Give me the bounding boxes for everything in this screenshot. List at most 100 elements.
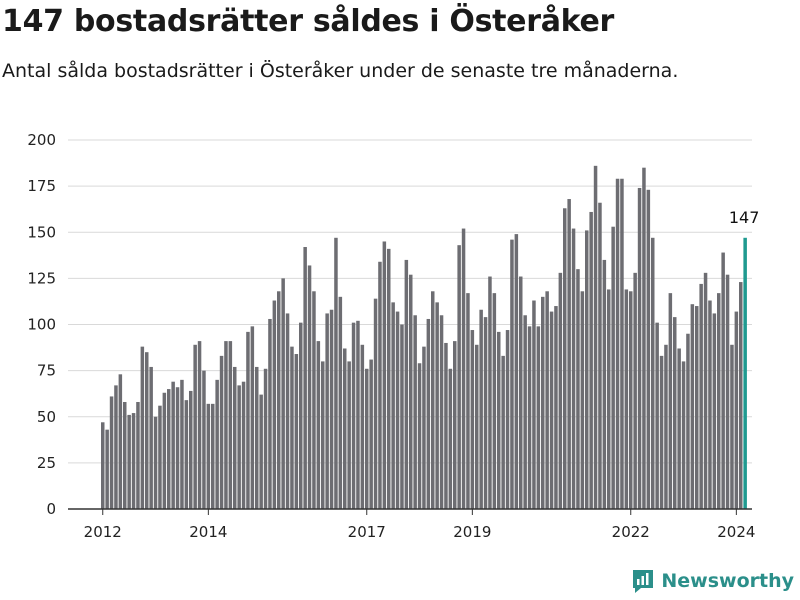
bar [703,272,708,509]
bar [285,313,290,509]
bar [215,379,219,509]
bar [334,237,338,510]
bar [158,405,162,509]
bar [382,241,387,510]
bar [281,278,285,510]
bar [395,311,400,509]
highlight-bar [743,237,747,510]
bar [360,344,365,509]
bar [527,326,532,509]
bar [695,306,699,509]
bar [369,359,373,509]
bar [686,333,690,509]
bar [611,226,615,509]
bar [118,374,123,509]
bar [580,291,585,509]
bar [677,348,681,509]
bar [224,341,228,509]
bar [206,403,211,509]
bar [549,311,554,509]
bar [123,401,127,509]
bar [448,368,453,509]
bar [136,401,140,509]
bar [444,342,448,509]
bar [642,167,646,509]
bar [356,320,360,509]
bar [343,348,347,509]
bar [400,324,404,509]
bar [175,387,180,509]
bar [189,390,193,509]
bar [307,265,312,509]
bar [571,228,576,509]
bar [637,187,642,509]
bar [554,306,558,509]
y-tick-label: 175 [27,177,56,195]
bar [558,272,563,509]
bar [470,330,475,509]
bar [629,291,633,509]
bar [624,289,629,509]
bar [329,309,334,509]
bar [690,304,695,509]
y-tick-label: 125 [27,269,56,287]
bar [233,366,237,509]
bar [228,341,233,509]
bar [699,283,703,509]
bar [422,346,426,509]
bar [365,368,369,509]
bar [457,245,461,510]
bar [664,344,668,509]
bar [651,237,655,510]
bar [219,355,224,509]
bar [413,315,417,509]
y-tick-label: 25 [37,454,56,472]
bar [602,259,607,509]
bar [131,413,136,509]
bar [263,368,268,509]
bar [140,346,145,509]
bar [453,341,457,509]
bar [655,322,659,509]
newsworthy-logo-icon [633,570,654,593]
y-tick-label: 75 [37,362,56,380]
bar [193,344,197,509]
bar [145,352,149,509]
bar [180,379,184,509]
bar [351,322,356,509]
bar [734,311,739,509]
newsworthy-brand[interactable]: Newsworthy [631,568,794,594]
bar [321,361,325,509]
bar [316,341,321,509]
bar [593,165,598,509]
y-axis-labels: 0 25 50 75 100 125 150 175 200 [27,131,56,518]
bar [519,276,523,509]
bar [426,318,431,509]
bar [708,300,712,509]
bar [615,178,620,509]
highlight-value-label: 147 [729,208,760,227]
bar [483,317,488,509]
bar [184,400,189,509]
bar [167,389,171,509]
bar [171,381,175,509]
bar [681,361,686,509]
bar [505,330,510,509]
bar [532,300,536,509]
bar [567,199,571,510]
y-tick-label: 0 [46,500,56,518]
x-tick-label: 2012 [84,523,122,541]
bar [338,296,343,509]
bar [435,302,439,509]
bar [730,344,734,509]
y-tick-label: 100 [27,316,56,334]
bar [475,344,479,509]
x-tick-label: 2014 [189,523,227,541]
bar [439,315,444,509]
bar [461,228,466,509]
bar [668,293,673,509]
bar [739,282,743,509]
bar [646,189,651,509]
x-tick-label: 2022 [612,523,650,541]
